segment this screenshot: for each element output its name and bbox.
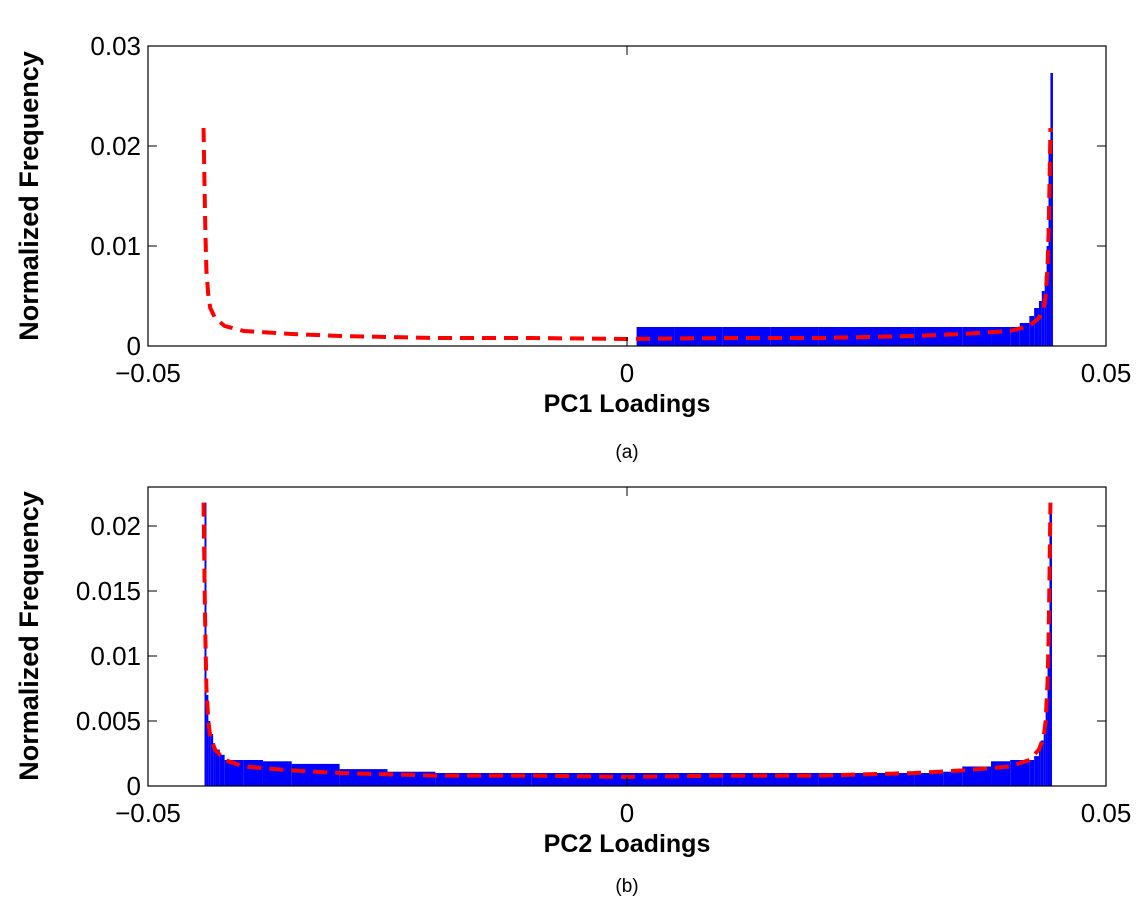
y-tick-label: 0 [127,771,141,801]
hist-bar [1029,316,1035,346]
panel-b-caption: (b) [615,876,638,897]
hist-bar [914,773,944,786]
hist-bar [1038,301,1042,346]
y-tick-label: 0.01 [90,641,141,671]
hist-bar [1034,756,1039,786]
hist-bar [962,327,992,346]
panel-a-caption: (a) [615,442,638,463]
hist-bar [210,734,214,786]
fit-curve-line [201,502,1053,779]
hist-bar [1038,749,1041,786]
hist-bar [1050,73,1053,346]
panel-a-bars [636,73,1053,346]
panel-a-ylabel: Normalized Frequency [14,51,44,341]
x-tick-label: −0.05 [115,798,181,828]
panel-a-xlabel: PC1 Loadings [544,390,711,418]
hist-bar [213,743,216,786]
hist-bar [943,771,963,786]
x-tick-label: 0 [620,798,634,828]
hist-bar [219,754,225,786]
hist-bar [243,760,263,786]
hist-bar [1019,323,1030,346]
hist-bar [339,769,388,786]
hist-bar [1047,656,1050,786]
hist-bar [914,327,963,346]
hist-bar [1029,760,1035,786]
hist-bar [208,721,211,786]
y-tick-label: 0.015 [76,576,141,606]
hist-bar [962,766,992,786]
hist-bar [636,327,675,346]
hist-bar [1049,513,1052,786]
panel-b-xlabel: PC2 Loadings [544,830,711,858]
hist-bar [1048,146,1051,346]
hist-bar [262,761,292,786]
y-tick-label: 0.01 [90,231,141,261]
hist-bar [215,749,220,786]
hist-bar [291,763,340,786]
hist-bar [1045,708,1048,786]
x-tick-label: 0.05 [1081,798,1132,828]
hist-bar [1010,760,1030,786]
y-tick-label: 0.02 [90,131,141,161]
hist-bar [435,773,532,786]
hist-bar [1041,291,1045,346]
hist-bar [206,695,209,786]
y-tick-label: 0.03 [90,31,141,61]
x-tick-label: 0.05 [1081,358,1132,388]
y-tick-label: 0 [127,331,141,361]
panel-b-fit [201,502,1053,779]
hist-bar [1044,276,1047,346]
panel-b-ylabel: Normalized Frequency [14,491,44,781]
hist-bar [866,773,915,786]
hist-bar [1034,308,1039,346]
hist-bar [1043,727,1046,786]
x-tick-label: 0 [620,358,634,388]
x-tick-label: −0.05 [115,358,181,388]
y-tick-label: 0.02 [90,511,141,541]
hist-bar [1010,327,1020,346]
hist-bar [722,773,819,786]
hist-bar [1040,740,1044,786]
y-tick-label: 0.005 [76,706,141,736]
hist-bar [674,327,723,346]
